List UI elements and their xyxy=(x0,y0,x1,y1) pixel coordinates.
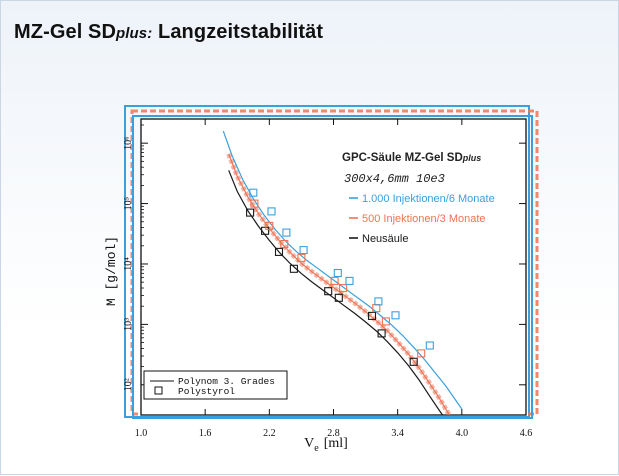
data-point-m3 xyxy=(339,284,348,293)
y-tick-label: 10⁵ xyxy=(123,197,134,211)
data-point-neu xyxy=(261,226,270,235)
data-point-m6 xyxy=(391,311,400,320)
data-point-m6 xyxy=(249,188,258,197)
y-tick-label: 10⁴ xyxy=(123,257,134,271)
data-point-m3 xyxy=(250,199,259,208)
x-tick-label: 2.2 xyxy=(263,428,276,439)
y-tick-label: 10⁶ xyxy=(123,136,134,150)
data-point-m3 xyxy=(330,276,339,285)
data-point-m3 xyxy=(280,239,289,249)
legend: GPC-Säule MZ-Gel SDplus 300x4,6mm 10e3 1… xyxy=(342,152,495,245)
x-tick-label: 1.6 xyxy=(199,428,212,439)
legend2-marker-label: Polystyrol xyxy=(178,386,235,397)
data-point-neu xyxy=(409,357,418,366)
data-point-m6 xyxy=(299,246,308,255)
data-point-m3 xyxy=(297,253,306,262)
data-point-neu xyxy=(246,208,255,217)
legend2-line-label: Polynom 3. Grades xyxy=(178,376,275,387)
x-tick-label: 4.0 xyxy=(456,428,469,439)
slide-title: MZ-Gel SDplus: Langzeitstabilität xyxy=(14,21,323,44)
x-tick-label: 1.0 xyxy=(135,428,148,439)
data-point-m3 xyxy=(381,317,390,326)
data-point-m6 xyxy=(267,207,276,216)
title-plus: plus: xyxy=(116,25,153,42)
legend-secondary: Polynom 3. Grades Polystyrol xyxy=(143,370,288,400)
data-point-m3 xyxy=(265,221,274,230)
data-point-neu xyxy=(289,264,298,273)
series-line-m3 xyxy=(228,153,451,415)
data-point-m6 xyxy=(282,228,291,237)
legend-label-m3: 500 Injektionen/3 Monate xyxy=(362,213,486,225)
data-point-m6 xyxy=(425,341,434,350)
points-group xyxy=(246,188,434,366)
data-point-neu xyxy=(377,329,386,338)
legend-label-m6: 1.000 Injektionen/6 Monate xyxy=(362,193,495,205)
data-point-neu xyxy=(324,287,333,296)
x-tick-label: 2.8 xyxy=(327,428,340,439)
data-point-m3 xyxy=(417,349,426,358)
data-point-neu xyxy=(334,293,343,302)
legend-label-neu: Neusäule xyxy=(362,233,408,245)
legend2-box xyxy=(143,370,288,400)
ticks-group: 1.0 1.6 2.2 2.8 3.4 4.0 4.6 10² 10³ 10⁴ 10⁵ 10⁶ xyxy=(123,119,532,439)
x-axis-label: Ve [ml] xyxy=(304,436,348,454)
y-axis-label: M [g/mol] xyxy=(104,236,119,306)
title-main: MZ-Gel SD xyxy=(14,21,117,43)
chart-title: GPC-Säule MZ-Gel SDplus xyxy=(342,152,481,164)
data-point-neu xyxy=(274,247,284,256)
data-point-m6 xyxy=(345,276,354,285)
x-tick-label: 3.4 xyxy=(391,428,404,439)
y-tick-label: 10³ xyxy=(123,318,134,331)
data-point-m6 xyxy=(374,297,383,306)
title-rest: Langzeitstabilität xyxy=(152,21,324,43)
legend2-marker-swatch xyxy=(154,386,163,395)
y-tick-label: 10² xyxy=(123,378,134,391)
x-tick-label: 4.6 xyxy=(520,428,533,439)
data-point-m6 xyxy=(333,268,342,278)
frame-blue-inner xyxy=(132,115,533,419)
data-point-neu xyxy=(367,311,377,320)
chart-subtitle: 300x4,6mm 10e3 xyxy=(344,172,445,186)
